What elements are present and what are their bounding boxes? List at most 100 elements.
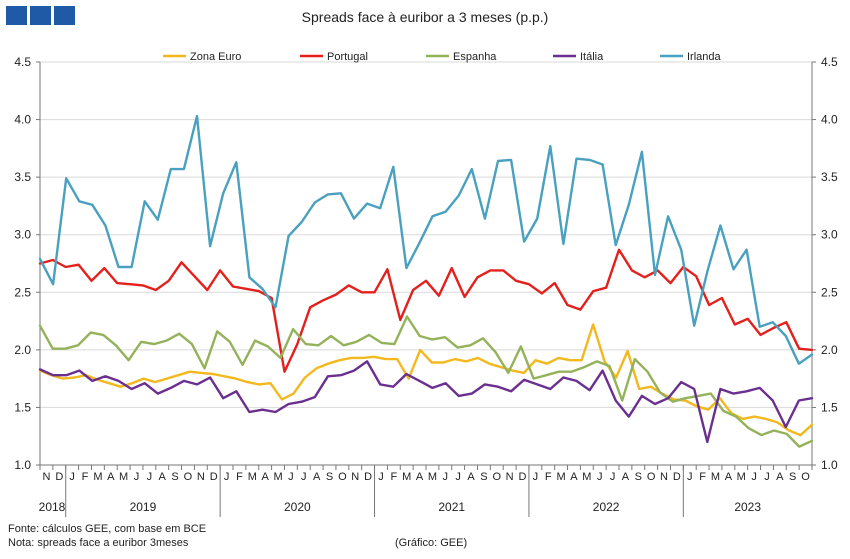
month-label: J [610, 471, 616, 483]
y-tick-label: 3.0 [14, 228, 31, 242]
month-label: D [673, 471, 681, 483]
month-label: J [597, 471, 603, 483]
month-label: A [261, 471, 269, 483]
year-label: 2020 [284, 500, 311, 514]
series-line-zona-euro [38, 323, 814, 437]
month-label: A [313, 471, 321, 483]
month-label: M [711, 471, 720, 483]
month-label: M [273, 471, 282, 483]
month-label: O [184, 471, 193, 483]
year-label: 2019 [130, 500, 157, 514]
chart-credit: (Gráfico: GEE) [395, 537, 468, 549]
y-tick-label-right: 4.0 [821, 113, 838, 127]
legend-label: Portugal [327, 51, 368, 63]
source-note: Fonte: cálculos GEE, com base em BCE [8, 523, 207, 535]
month-label: J [224, 471, 230, 483]
month-label: M [119, 471, 128, 483]
month-label: O [492, 471, 501, 483]
month-label: M [428, 471, 437, 483]
year-label: 2023 [734, 500, 761, 514]
month-label: O [338, 471, 347, 483]
month-label: O [647, 471, 656, 483]
month-label: F [82, 471, 89, 483]
y-tick-label-right: 4.5 [821, 55, 838, 69]
month-label: A [467, 471, 475, 483]
month-label: A [107, 471, 115, 483]
year-label: 2021 [438, 500, 465, 514]
month-label: M [737, 471, 746, 483]
year-label: 2018 [39, 500, 66, 514]
month-label: A [416, 471, 424, 483]
month-label: N [197, 471, 205, 483]
y-tick-label: 2.5 [14, 285, 31, 299]
y-tick-label: 3.5 [14, 170, 31, 184]
y-tick-label: 2.0 [14, 343, 31, 357]
chart-title: Spreads face à euribor a 3 meses (p.p.) [301, 9, 549, 25]
y-tick-label: 4.5 [14, 55, 31, 69]
month-label: M [93, 471, 102, 483]
y-tick-label: 1.5 [14, 400, 31, 414]
gee-logo-icon [6, 6, 75, 25]
month-label: D [55, 471, 63, 483]
logo-square [6, 6, 27, 25]
y-tick-label-right: 1.0 [821, 458, 838, 472]
legend-label: Irlanda [687, 51, 722, 63]
month-label: J [301, 471, 307, 483]
series-line-espanha [38, 315, 814, 448]
month-label: N [506, 471, 514, 483]
month-label: J [443, 471, 449, 483]
month-label: N [351, 471, 359, 483]
month-label: A [725, 471, 733, 483]
month-label: S [326, 471, 333, 483]
month-label: D [519, 471, 527, 483]
month-label: A [776, 471, 784, 483]
month-label: N [660, 471, 668, 483]
month-label: D [364, 471, 372, 483]
year-label: 2022 [593, 500, 620, 514]
month-label: A [159, 471, 167, 483]
series-line-it-lia [38, 360, 814, 444]
month-label: J [69, 471, 75, 483]
month-label: M [557, 471, 566, 483]
y-tick-label-right: 2.5 [821, 285, 838, 299]
month-label: D [210, 471, 218, 483]
legend-label: Itália [580, 51, 604, 63]
month-label: S [480, 471, 487, 483]
month-label: F [699, 471, 706, 483]
month-label: J [378, 471, 384, 483]
legend-label: Zona Euro [190, 51, 241, 63]
month-label: J [764, 471, 770, 483]
month-label: J [288, 471, 294, 483]
y-tick-label-right: 2.0 [821, 343, 838, 357]
y-tick-label-right: 1.5 [821, 400, 838, 414]
month-label: A [570, 471, 578, 483]
month-label: J [134, 471, 140, 483]
month-label: J [147, 471, 153, 483]
month-label: A [622, 471, 630, 483]
month-label: J [687, 471, 693, 483]
series-line-irlanda [38, 114, 814, 365]
month-label: J [751, 471, 757, 483]
month-label: F [236, 471, 243, 483]
month-label: F [390, 471, 397, 483]
month-label: M [248, 471, 257, 483]
month-label: F [545, 471, 552, 483]
y-tick-label: 4.0 [14, 113, 31, 127]
month-label: S [635, 471, 642, 483]
series-line-portugal [38, 248, 814, 373]
month-label: O [801, 471, 810, 483]
y-tick-label: 1.0 [14, 458, 31, 472]
month-label: M [402, 471, 411, 483]
month-label: S [171, 471, 178, 483]
logo-square [30, 6, 51, 25]
logo-square [54, 6, 75, 25]
legend-label: Espanha [453, 51, 497, 63]
month-label: J [533, 471, 539, 483]
month-label: M [582, 471, 591, 483]
y-tick-label-right: 3.5 [821, 170, 838, 184]
month-label: N [42, 471, 50, 483]
month-label: S [789, 471, 796, 483]
month-label: J [455, 471, 461, 483]
y-tick-label-right: 3.0 [821, 228, 838, 242]
